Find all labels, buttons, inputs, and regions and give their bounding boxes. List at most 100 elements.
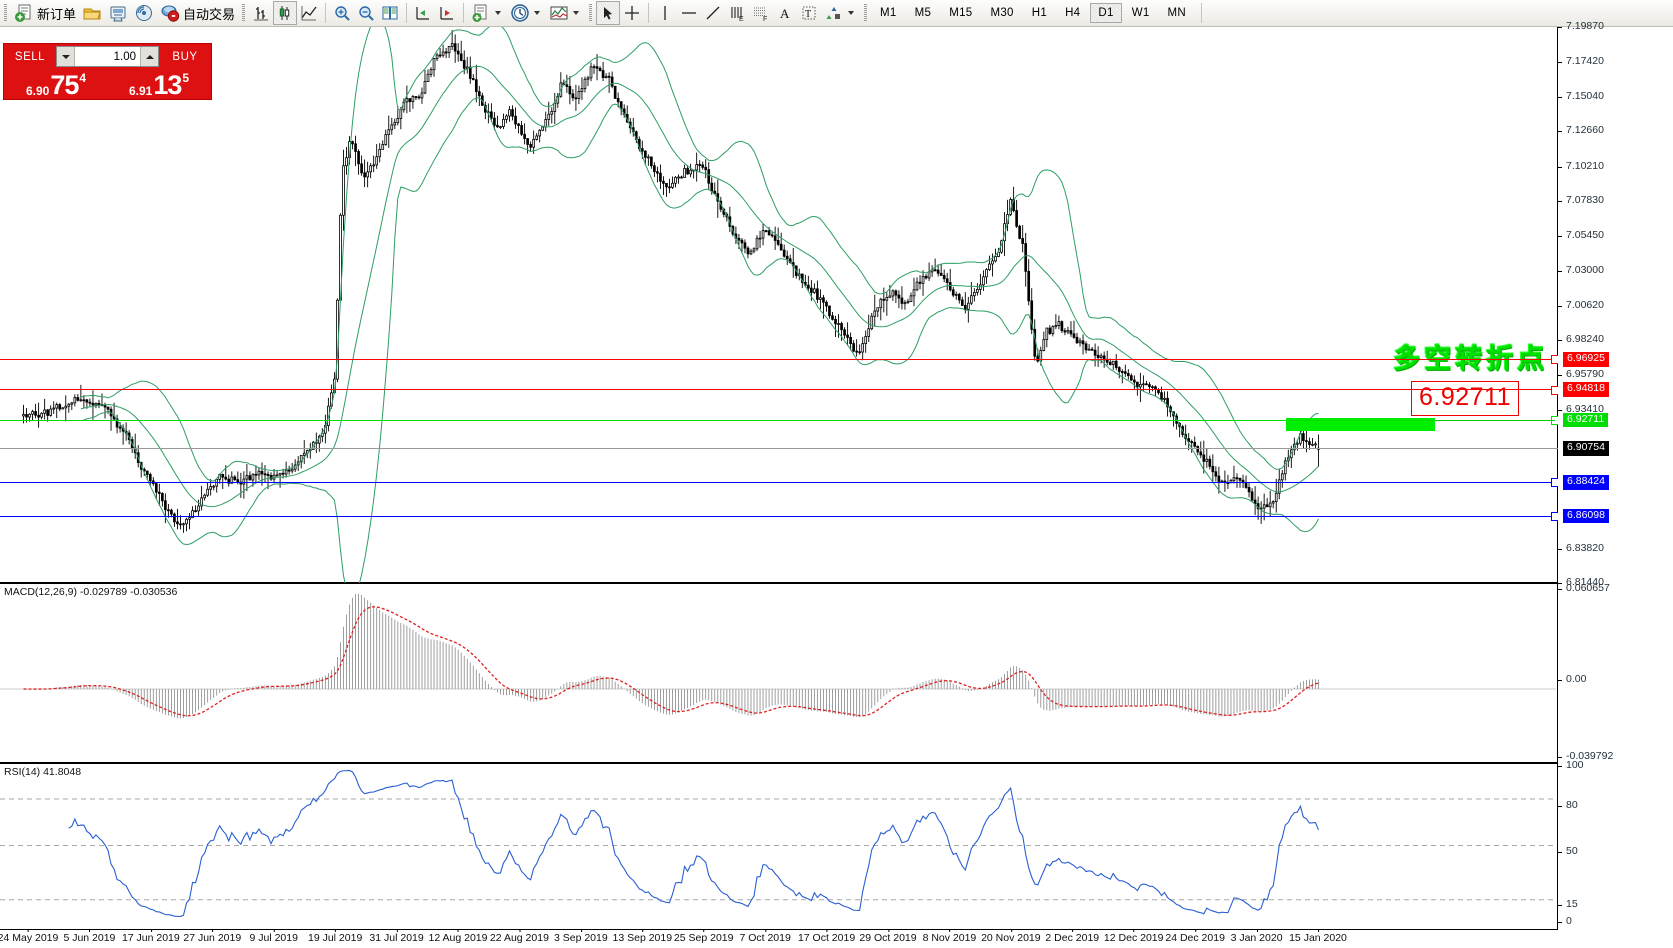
buy-price-big: 13	[153, 70, 182, 100]
crosshair-button[interactable]	[620, 1, 644, 25]
date-tick: 3 Jan 2020	[1231, 929, 1283, 944]
zoom-in-button[interactable]	[330, 1, 354, 25]
shift-end-button[interactable]	[411, 1, 435, 25]
toolbar-grip-2[interactable]	[242, 4, 246, 22]
buy-button[interactable]: BUY	[172, 50, 198, 63]
fibonacci-button[interactable]: F	[749, 1, 773, 25]
server-button[interactable]	[105, 1, 131, 25]
chinese-annotation[interactable]: 多空转折点	[1393, 344, 1548, 375]
new-order-icon	[14, 3, 34, 23]
candlestick-chart-button[interactable]	[273, 1, 298, 25]
timeframe-d1[interactable]: D1	[1090, 3, 1122, 23]
toolbar-grip[interactable]	[4, 4, 7, 22]
timeframe-mn[interactable]: MN	[1167, 7, 1187, 19]
timeframe-m15[interactable]: M15	[949, 7, 973, 19]
elliott-wave-button[interactable]: E	[725, 1, 749, 25]
indicators-button[interactable]	[546, 1, 585, 25]
macd-pane[interactable]: MACD(12,26,9) -0.029789 -0.030536	[0, 583, 1558, 763]
indicators-dropdown-caret[interactable]	[573, 11, 580, 15]
toolbar-grip-3[interactable]	[589, 4, 593, 22]
bar-chart-button[interactable]	[249, 1, 273, 25]
period-dropdown-caret[interactable]	[534, 11, 541, 15]
price-level-badge[interactable]: 6.90754	[1563, 441, 1609, 456]
rsi-pane[interactable]: RSI(14) 41.8048	[0, 763, 1558, 930]
price-level-badge[interactable]: 6.96925	[1563, 351, 1609, 367]
timeframe-group: M1 M5 M15 M30 H1 H4 D1 W1 MN	[871, 3, 1195, 23]
support-zone-rectangle[interactable]	[1286, 418, 1435, 431]
buy-price[interactable]: 6.91 13 5	[109, 69, 209, 101]
one-click-trading-panel[interactable]: SELL 1.00 BUY 6.90 75 4 6.91 13 5	[3, 43, 212, 100]
price-level-line[interactable]	[0, 389, 1558, 391]
text-label-button[interactable]: T	[797, 1, 821, 25]
template-dropdown-caret[interactable]	[495, 11, 502, 15]
auto-scroll-button[interactable]	[435, 1, 459, 25]
vertical-line-button[interactable]	[653, 1, 677, 25]
price-level-badge[interactable]: 6.88424	[1563, 474, 1609, 490]
horizontal-line-button[interactable]	[677, 1, 701, 25]
hline-icon	[682, 12, 697, 14]
volume-increase-button[interactable]	[140, 47, 158, 66]
timeframe-w1[interactable]: W1	[1131, 7, 1150, 19]
volume-value[interactable]: 1.00	[75, 47, 140, 66]
shapes-dropdown-caret[interactable]	[848, 11, 855, 15]
vline-icon	[664, 6, 666, 20]
date-tick: 17 Oct 2019	[798, 929, 855, 944]
date-tick: 15 Jan 2020	[1289, 929, 1347, 944]
date-tick: 5 Jun 2019	[63, 929, 115, 944]
price-level-line[interactable]	[0, 419, 1558, 421]
zoom-out-button[interactable]	[354, 1, 378, 25]
price-level-line[interactable]	[0, 448, 1558, 450]
price-level-badge[interactable]: 6.94818	[1563, 382, 1609, 397]
period-button[interactable]	[507, 1, 546, 25]
signal-button[interactable]	[131, 1, 157, 25]
price-level-line[interactable]	[0, 358, 1558, 360]
sell-button[interactable]: SELL	[14, 50, 46, 63]
date-tick: 13 Sep 2019	[613, 929, 672, 944]
date-tick: 19 Jul 2019	[308, 929, 362, 944]
template-icon	[471, 3, 491, 23]
trendline-button[interactable]	[701, 1, 725, 25]
elliott-icon: E	[731, 7, 744, 22]
timeframe-m1[interactable]: M1	[880, 7, 897, 19]
auto-trading-button[interactable]: 自动交易	[157, 1, 238, 25]
shapes-button[interactable]	[821, 1, 860, 25]
price-callout[interactable]: 6.92711	[1411, 381, 1520, 416]
bar-chart-icon	[254, 7, 269, 21]
sell-price-sup: 4	[79, 71, 87, 85]
date-tick: 9 Jul 2019	[249, 929, 298, 944]
sell-price[interactable]: 6.90 75 4	[6, 69, 106, 101]
price-level-badge[interactable]: 6.92711	[1563, 412, 1609, 428]
price-scale[interactable]: 7.19870 7.17420 7.15040 7.12660 7.10210 7.078…	[1558, 20, 1673, 930]
volume-decrease-button[interactable]	[57, 47, 75, 66]
price-pane[interactable]	[0, 27, 1558, 583]
cursor-button[interactable]	[596, 1, 621, 25]
timeframe-h1[interactable]: H1	[1031, 7, 1048, 19]
date-tick: 29 Oct 2019	[859, 929, 917, 944]
price-level-line[interactable]	[0, 481, 1558, 483]
macd-label: MACD(12,26,9) -0.029789 -0.030536	[4, 586, 178, 598]
date-tick: 12 Aug 2019	[429, 929, 487, 944]
text-button[interactable]: A	[773, 1, 797, 25]
signal-icon	[134, 3, 154, 23]
rsi-chart-svg	[0, 769, 1553, 917]
folder-button[interactable]	[79, 1, 105, 25]
date-tick: 7 Oct 2019	[739, 929, 791, 944]
autotrading-icon	[160, 3, 180, 23]
tile-windows-icon	[382, 6, 398, 20]
timeframe-h4[interactable]: H4	[1065, 7, 1081, 19]
timeframe-m5[interactable]: M5	[914, 7, 932, 19]
tile-windows-button[interactable]	[378, 1, 402, 25]
period-icon	[510, 3, 530, 23]
rsi-label: RSI(14) 41.8048	[4, 766, 82, 778]
price-level-line[interactable]	[0, 515, 1558, 517]
toolbar-grip-4[interactable]	[864, 4, 868, 22]
date-axis[interactable]: 24 May 2019 5 Jun 2019 17 Jun 2019 27 Jun 2…	[0, 929, 1673, 948]
volume-stepper[interactable]: 1.00	[56, 46, 159, 67]
crosshair-icon	[625, 6, 640, 20]
template-button[interactable]	[468, 1, 507, 25]
zoom-out-icon	[359, 6, 374, 21]
new-order-button[interactable]: 新订单	[11, 1, 79, 25]
timeframe-m30[interactable]: M30	[990, 7, 1014, 19]
line-chart-button[interactable]	[297, 1, 321, 25]
price-level-badge[interactable]: 6.86098	[1563, 508, 1609, 524]
